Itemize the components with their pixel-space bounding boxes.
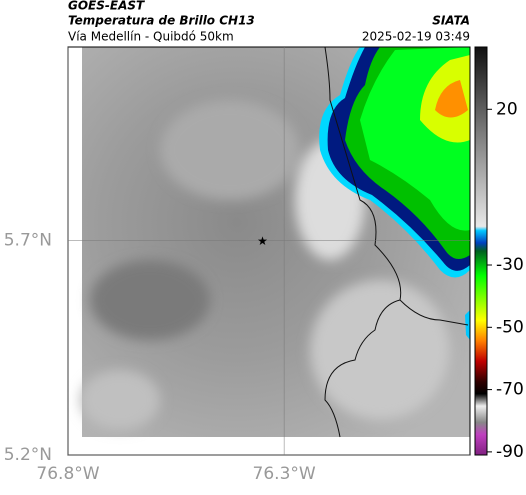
timestamp: 2025-02-19 03:49 [362,30,470,44]
satellite: GOES-EAST [68,0,145,13]
colorbar-label: -90 [496,442,524,462]
colorbar [474,46,488,456]
colorbar-label: 20 [496,99,518,119]
colorbar-label: -70 [496,380,524,400]
site-marker: ★ [257,234,268,248]
x-tick-label: 76.3°W [253,464,316,484]
colorbar-label: -50 [496,317,524,337]
source: SIATA [432,14,470,28]
imagery [80,46,470,438]
y-tick-label: 5.7°N [4,230,52,250]
colorbar-label: -30 [496,255,524,275]
region: Vía Medellín - Quibdó 50km [68,30,234,44]
product: Temperatura de Brillo CH13 [68,14,255,28]
x-tick-label: 76.8°W [36,464,99,484]
y-tick-label: 5.2°N [4,445,52,465]
